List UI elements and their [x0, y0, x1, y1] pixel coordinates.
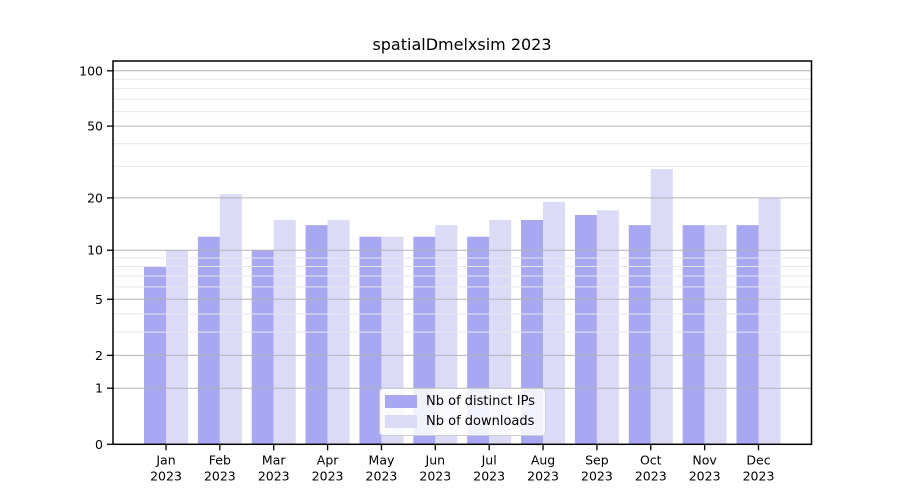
y-tick-label-50: 50 [87, 119, 103, 134]
y-tick-label-100: 100 [79, 63, 103, 78]
bar-downloads-aug [543, 201, 566, 445]
x-tick-label-month-dec: Dec [746, 452, 770, 467]
y-tick-label-5: 5 [95, 292, 103, 307]
x-tick-label-month-jan: Jan [155, 452, 175, 467]
y-tick-label-1: 1 [95, 381, 103, 396]
y-tick-label-10: 10 [87, 243, 103, 258]
plot-spines [112, 60, 813, 446]
x-tick-label-month-jul: Jul [481, 452, 497, 467]
x-tick-label-year-sep: 2023 [581, 468, 613, 483]
bar-downloads-feb [219, 194, 242, 445]
legend-label-downloads: Nb of downloads [426, 414, 535, 429]
x-tick-label-month-apr: Apr [317, 452, 339, 467]
bar-downloads-sep [596, 210, 619, 445]
bar-distinct-ips-apr [305, 225, 328, 445]
x-tick-label-year-mar: 2023 [258, 468, 290, 483]
bar-distinct-ips-may [359, 236, 382, 445]
x-tick-label-month-oct: Oct [640, 452, 662, 467]
x-tick-label-month-feb: Feb [209, 452, 231, 467]
y-tick-label-20: 20 [87, 190, 103, 205]
legend-item-distinct-ips: Nb of distinct IPs [385, 394, 535, 409]
x-tick-label-year-jun: 2023 [419, 468, 451, 483]
legend-swatch-distinct-ips [385, 395, 417, 408]
x-tick-label-year-oct: 2023 [635, 468, 667, 483]
x-tick-label-month-jun: Jun [425, 452, 446, 467]
bar-distinct-ips-sep [574, 215, 597, 445]
x-tick-label-month-aug: Aug [531, 452, 555, 467]
x-tick-label-year-apr: 2023 [312, 468, 344, 483]
bar-downloads-jan [166, 250, 188, 445]
bar-downloads-oct [650, 169, 673, 445]
x-tick-label-month-may: May [369, 452, 395, 467]
bar-downloads-dec [758, 197, 781, 445]
x-tick-label-month-sep: Sep [585, 452, 609, 467]
x-tick-label-year-aug: 2023 [527, 468, 559, 483]
x-tick-label-year-feb: 2023 [204, 468, 236, 483]
bar-distinct-ips-mar [251, 250, 274, 445]
y-tick-label-2: 2 [95, 348, 103, 363]
x-tick-label-year-nov: 2023 [689, 468, 721, 483]
x-tick-label-year-dec: 2023 [743, 468, 775, 483]
y-tick-label-0: 0 [95, 437, 103, 452]
bar-distinct-ips-feb [197, 236, 220, 445]
legend-swatch-downloads [385, 415, 417, 428]
bar-distinct-ips-dec [736, 225, 759, 445]
x-tick-label-month-nov: Nov [692, 452, 717, 467]
legend: Nb of distinct IPs Nb of downloads [379, 388, 546, 436]
bar-downloads-nov [704, 225, 727, 445]
legend-label-distinct-ips: Nb of distinct IPs [426, 394, 535, 409]
x-tick-label-month-mar: Mar [262, 452, 286, 467]
chart-title: spatialDmelxsim 2023 [372, 35, 552, 54]
x-tick-label-year-jan: 2023 [150, 468, 182, 483]
x-tick-label-year-jul: 2023 [473, 468, 505, 483]
x-tick-label-year-may: 2023 [366, 468, 398, 483]
bar-distinct-ips-nov [682, 225, 705, 445]
legend-item-downloads: Nb of downloads [385, 414, 535, 429]
bar-distinct-ips-oct [628, 225, 651, 445]
